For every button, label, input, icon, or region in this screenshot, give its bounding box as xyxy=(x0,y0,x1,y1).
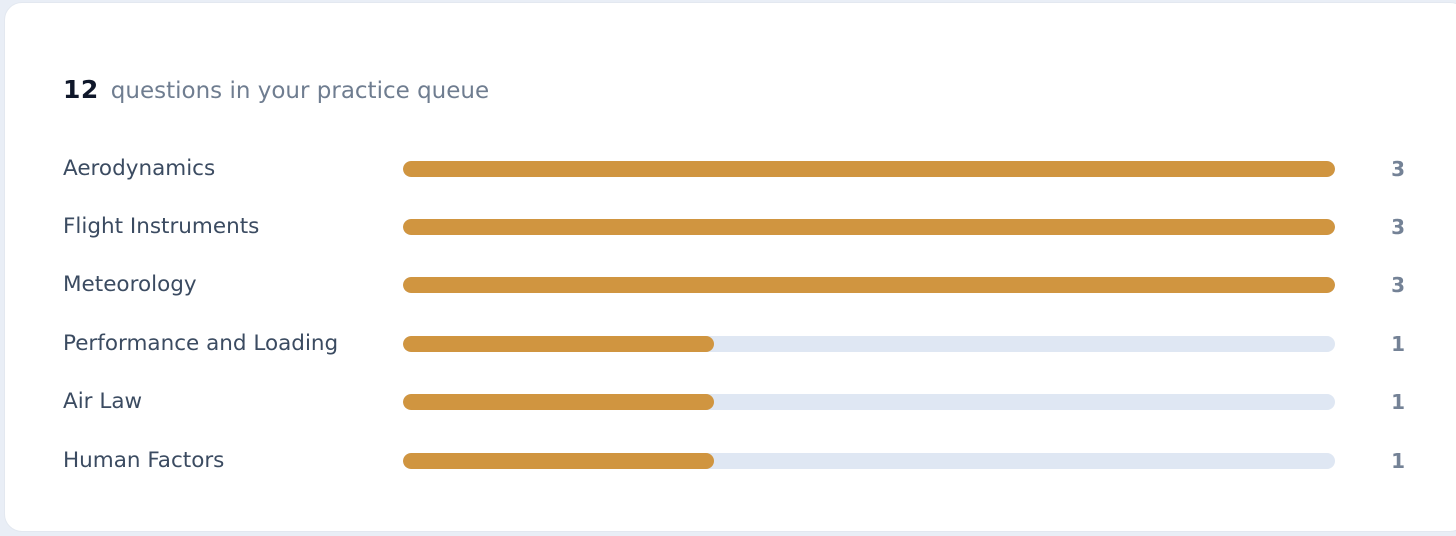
topic-bar-fill xyxy=(403,336,714,352)
topic-bar-track xyxy=(403,277,1335,293)
topic-bar-track xyxy=(403,453,1335,469)
topic-bar-track xyxy=(403,161,1335,177)
topic-row-aerodynamics: Aerodynamics 3 xyxy=(5,154,1456,184)
topic-label: Human Factors xyxy=(63,448,225,473)
topic-row-performance-and-loading: Performance and Loading 1 xyxy=(5,329,1456,359)
topic-row-human-factors: Human Factors 1 xyxy=(5,446,1456,476)
topic-bar-fill xyxy=(403,219,1335,235)
topic-count: 1 xyxy=(1391,449,1405,473)
topic-bar-fill xyxy=(403,277,1335,293)
topic-count: 1 xyxy=(1391,390,1405,414)
practice-queue-card: 12 questions in your practice queue Aero… xyxy=(4,2,1456,532)
topic-count: 3 xyxy=(1391,157,1405,181)
topic-row-meteorology: Meteorology 3 xyxy=(5,270,1456,300)
topic-row-air-law: Air Law 1 xyxy=(5,387,1456,417)
queue-header: 12 questions in your practice queue xyxy=(63,75,489,111)
topic-bar-track xyxy=(403,394,1335,410)
queue-header-label: questions in your practice queue xyxy=(110,78,490,104)
topic-count: 1 xyxy=(1391,332,1405,356)
topic-label: Meteorology xyxy=(63,272,197,297)
topic-label: Flight Instruments xyxy=(63,214,260,239)
queue-count: 12 xyxy=(63,75,99,104)
topic-count: 3 xyxy=(1391,273,1405,297)
topic-label: Aerodynamics xyxy=(63,156,216,181)
topic-label: Performance and Loading xyxy=(63,331,339,356)
topic-count: 3 xyxy=(1391,215,1405,239)
topic-bar-fill xyxy=(403,394,714,410)
topic-bar-track xyxy=(403,336,1335,352)
topic-bar-fill xyxy=(403,453,714,469)
topic-row-flight-instruments: Flight Instruments 3 xyxy=(5,212,1456,242)
topic-bar-track xyxy=(403,219,1335,235)
topic-label: Air Law xyxy=(63,389,143,414)
topic-bar-fill xyxy=(403,161,1335,177)
